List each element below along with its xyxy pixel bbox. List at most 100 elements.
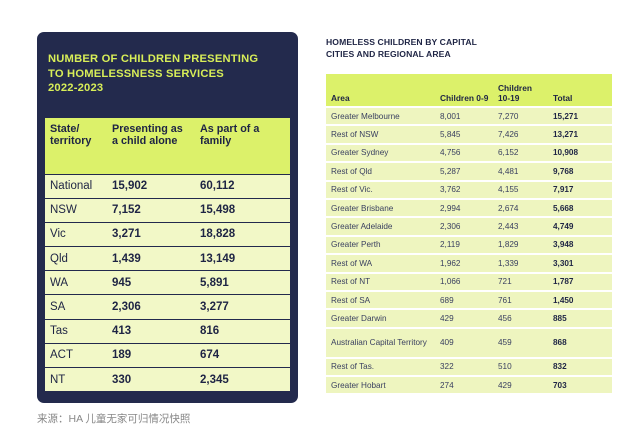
children-10-19-cell: 1,339 xyxy=(493,254,548,274)
children-0-9-cell: 2,119 xyxy=(435,235,493,256)
children-10-19-cell: 761 xyxy=(493,290,548,311)
header-family: As part of a family xyxy=(195,118,290,175)
left-title-line: TO HOMELESSNESS SERVICES xyxy=(48,67,224,80)
total-cell: 5,668 xyxy=(548,198,612,219)
left-card: NUMBER OF CHILDREN PRESENTING TO HOMELES… xyxy=(37,32,298,403)
table-row: ACT 189 674 xyxy=(45,343,290,369)
header-area: Area xyxy=(326,74,435,108)
children-10-19-cell: 4,155 xyxy=(493,180,548,200)
total-cell: 15,271 xyxy=(548,107,612,127)
child-alone-cell: 2,306 xyxy=(107,294,195,320)
children-0-9-cell: 689 xyxy=(435,290,493,311)
area-cell: Rest of Vic. xyxy=(326,180,435,200)
table-row: Rest of Vic. 3,762 4,155 7,917 xyxy=(326,180,612,200)
children-10-19-cell: 1,829 xyxy=(493,235,548,256)
area-cell: Rest of Qld xyxy=(326,162,435,182)
area-table: Area Children 0-9 Children 10-19 Total G… xyxy=(326,74,612,396)
table-row: NT 330 2,345 xyxy=(45,367,290,393)
child-alone-cell: 413 xyxy=(107,319,195,344)
family-cell: 3,277 xyxy=(195,294,290,320)
table-row: Rest of NT 1,066 721 1,787 xyxy=(326,272,612,292)
table-row: Qld 1,439 13,149 xyxy=(45,246,290,272)
children-10-19-cell: 510 xyxy=(493,357,548,378)
table-row: Australian Capital Territory 409 459 868 xyxy=(326,327,612,359)
state-cell: Qld xyxy=(45,246,107,272)
table-header-row: State/ territory Presenting as a child a… xyxy=(45,118,290,175)
table-row: Greater Melbourne 8,001 7,270 15,271 xyxy=(326,107,612,127)
children-0-9-cell: 322 xyxy=(435,357,493,378)
family-cell: 2,345 xyxy=(195,367,290,393)
child-alone-cell: 189 xyxy=(107,343,195,369)
family-cell: 60,112 xyxy=(195,174,290,199)
total-cell: 868 xyxy=(548,327,612,359)
children-10-19-cell: 7,270 xyxy=(493,107,548,127)
children-0-9-cell: 409 xyxy=(435,327,493,359)
area-cell: Australian Capital Territory xyxy=(326,327,435,359)
child-alone-cell: 15,902 xyxy=(107,174,195,199)
family-cell: 674 xyxy=(195,343,290,369)
child-alone-cell: 3,271 xyxy=(107,222,195,248)
children-0-9-cell: 2,994 xyxy=(435,198,493,219)
children-0-9-cell: 1,066 xyxy=(435,272,493,292)
table-row: Rest of SA 689 761 1,450 xyxy=(326,290,612,311)
total-cell: 7,917 xyxy=(548,180,612,200)
total-cell: 3,301 xyxy=(548,254,612,274)
area-cell: Rest of SA xyxy=(326,290,435,311)
children-presenting-table: State/ territory Presenting as a child a… xyxy=(45,118,290,393)
area-cell: Greater Melbourne xyxy=(326,107,435,127)
right-title-line: CITIES AND REGIONAL AREA xyxy=(326,48,451,59)
state-cell: NSW xyxy=(45,198,107,223)
table-row: NSW 7,152 15,498 xyxy=(45,198,290,223)
total-cell: 3,948 xyxy=(548,235,612,256)
total-cell: 1,787 xyxy=(548,272,612,292)
children-10-19-cell: 7,426 xyxy=(493,125,548,145)
children-10-19-cell: 2,674 xyxy=(493,198,548,219)
header-children-0-9: Children 0-9 xyxy=(435,74,493,108)
table-row: Rest of Tas. 322 510 832 xyxy=(326,357,612,378)
child-alone-cell: 7,152 xyxy=(107,198,195,223)
children-0-9-cell: 274 xyxy=(435,376,493,396)
area-cell: Rest of Tas. xyxy=(326,357,435,378)
child-alone-cell: 1,439 xyxy=(107,246,195,272)
family-cell: 13,149 xyxy=(195,246,290,272)
table-row: Rest of WA 1,962 1,339 3,301 xyxy=(326,254,612,274)
left-title-line: 2022-2023 xyxy=(48,82,104,94)
area-cell: Greater Sydney xyxy=(326,143,435,164)
total-cell: 9,768 xyxy=(548,162,612,182)
child-alone-cell: 945 xyxy=(107,270,195,296)
area-cell: Greater Adelaide xyxy=(326,217,435,237)
children-10-19-cell: 6,152 xyxy=(493,143,548,164)
table-row: Rest of NSW 5,845 7,426 13,271 xyxy=(326,125,612,145)
children-10-19-cell: 429 xyxy=(493,376,548,396)
table-header-row: Area Children 0-9 Children 10-19 Total xyxy=(326,74,612,108)
state-cell: Tas xyxy=(45,319,107,344)
family-cell: 18,828 xyxy=(195,222,290,248)
total-cell: 885 xyxy=(548,309,612,329)
state-cell: Vic xyxy=(45,222,107,248)
state-cell: National xyxy=(45,174,107,199)
state-cell: ACT xyxy=(45,343,107,369)
family-cell: 5,891 xyxy=(195,270,290,296)
total-cell: 4,749 xyxy=(548,217,612,237)
area-cell: Greater Brisbane xyxy=(326,198,435,219)
children-0-9-cell: 3,762 xyxy=(435,180,493,200)
table-row: SA 2,306 3,277 xyxy=(45,294,290,320)
table-row: Greater Perth 2,119 1,829 3,948 xyxy=(326,235,612,256)
table-row: Greater Sydney 4,756 6,152 10,908 xyxy=(326,143,612,164)
children-0-9-cell: 1,962 xyxy=(435,254,493,274)
children-0-9-cell: 5,845 xyxy=(435,125,493,145)
children-10-19-cell: 721 xyxy=(493,272,548,292)
area-cell: Rest of NT xyxy=(326,272,435,292)
table-row: Rest of Qld 5,287 4,481 9,768 xyxy=(326,162,612,182)
source-caption: 来源：HA 儿童无家可归情况快照 xyxy=(37,413,191,425)
area-cell: Greater Darwin xyxy=(326,309,435,329)
state-cell: WA xyxy=(45,270,107,296)
children-0-9-cell: 2,306 xyxy=(435,217,493,237)
left-title: NUMBER OF CHILDREN PRESENTING TO HOMELES… xyxy=(48,52,288,96)
header-total: Total xyxy=(548,74,612,108)
table-row: WA 945 5,891 xyxy=(45,270,290,296)
family-cell: 816 xyxy=(195,319,290,344)
area-cell: Rest of WA xyxy=(326,254,435,274)
total-cell: 10,908 xyxy=(548,143,612,164)
header-child-alone: Presenting as a child alone xyxy=(107,118,195,175)
